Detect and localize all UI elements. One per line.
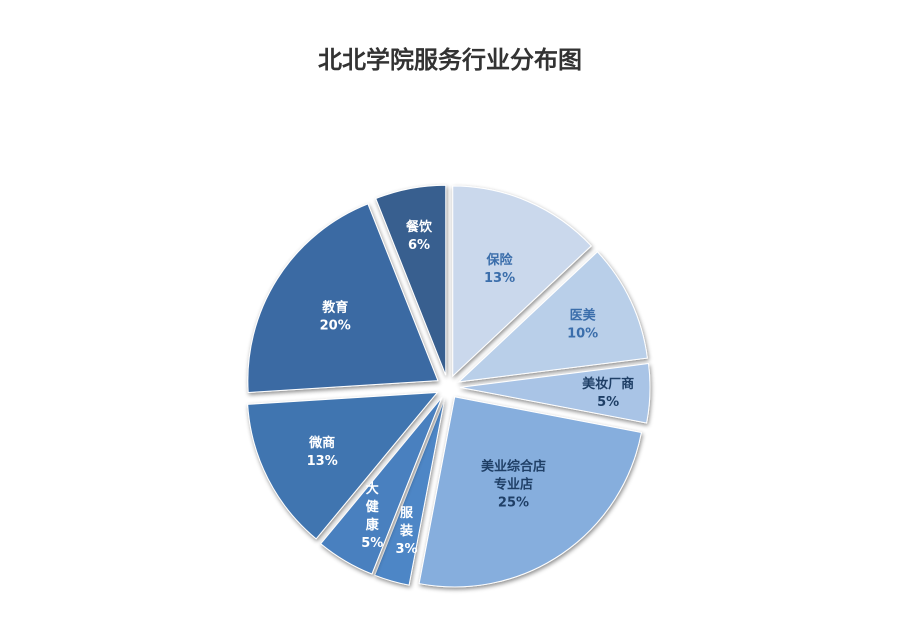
- slice-label: 美业综合店专业店 25%: [481, 458, 546, 510]
- slice-label: 服装 3%: [395, 506, 417, 557]
- slice-value-label: 13%: [484, 271, 515, 286]
- slice-value-label: 5%: [361, 536, 383, 551]
- pie-slice: [247, 391, 439, 540]
- slice-label: 大健康 5%: [361, 481, 383, 551]
- slice-label: 微商 13%: [307, 435, 338, 469]
- slice-value-label: 25%: [498, 495, 529, 510]
- slice-value-label: 13%: [307, 454, 338, 469]
- slice-value-label: 10%: [567, 327, 598, 342]
- slice-label: 医美 10%: [567, 308, 598, 342]
- slice-value-label: 6%: [408, 238, 430, 253]
- pie-slice: [247, 203, 439, 394]
- slice-value-label: 3%: [395, 542, 417, 557]
- slice-label: 教育 20%: [320, 299, 351, 333]
- pie-slice: [375, 184, 447, 376]
- slice-label: 美妆厂商 5%: [582, 376, 634, 410]
- pie-slice: [374, 398, 446, 586]
- slice-label: 保险 13%: [484, 252, 515, 286]
- pie-slice: [457, 251, 648, 383]
- pie-slice: [320, 397, 443, 575]
- slice-label: 餐饮 6%: [405, 219, 433, 253]
- pie-slice: [459, 363, 651, 424]
- pie-slice: [418, 396, 642, 588]
- chart-title: 北北学院服务行业分布图: [318, 46, 582, 74]
- slice-value-label: 5%: [597, 395, 619, 410]
- pie-slice: [452, 185, 592, 378]
- slice-value-label: 20%: [320, 318, 351, 333]
